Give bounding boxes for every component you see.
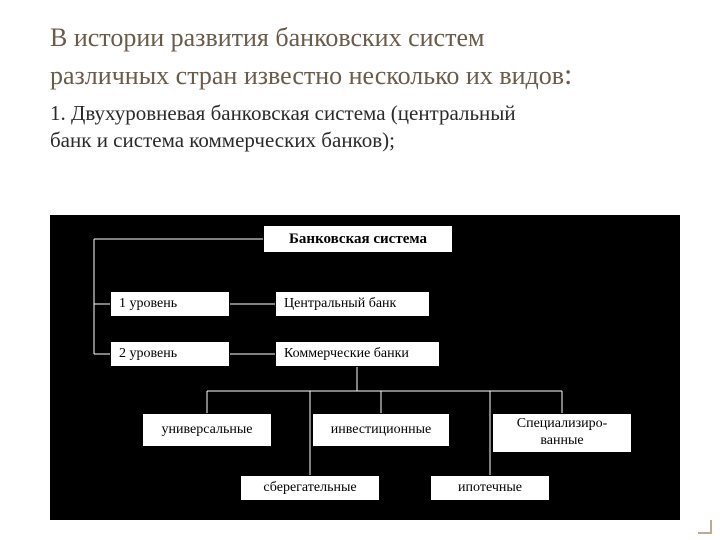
node-level1: 1 уровень — [110, 291, 230, 317]
corner-decoration-icon — [698, 520, 712, 534]
node-investment: инвестиционные — [312, 413, 450, 447]
subtitle-line1: 1. Двухуровневая банковская система (цен… — [50, 101, 516, 125]
node-central-bank: Центральный банк — [275, 291, 430, 317]
diagram-area: Банковская система 1 уровень Центральный… — [50, 215, 680, 520]
subtitle-line2: банк и система коммерческих банков); — [50, 128, 395, 152]
node-savings: сберегательные — [240, 475, 380, 501]
node-specialized: Специализиро-ванные — [492, 413, 632, 453]
slide-title: В истории развития банковских систем раз… — [50, 20, 680, 96]
slide-subtitle: 1. Двухуровневая банковская система (цен… — [50, 100, 680, 155]
title-line1: В истории развития банковских систем — [50, 23, 484, 52]
node-mortgage: ипотечные — [430, 475, 550, 501]
node-commercial-banks: Коммерческие банки — [275, 341, 440, 367]
node-root: Банковская система — [263, 225, 453, 253]
slide: В истории развития банковских систем раз… — [0, 0, 720, 540]
title-line2: различных стран известно несколько их ви… — [50, 61, 564, 90]
title-colon: : — [564, 58, 572, 91]
node-universal: универсальные — [142, 413, 272, 447]
node-level2: 2 уровень — [110, 341, 230, 367]
